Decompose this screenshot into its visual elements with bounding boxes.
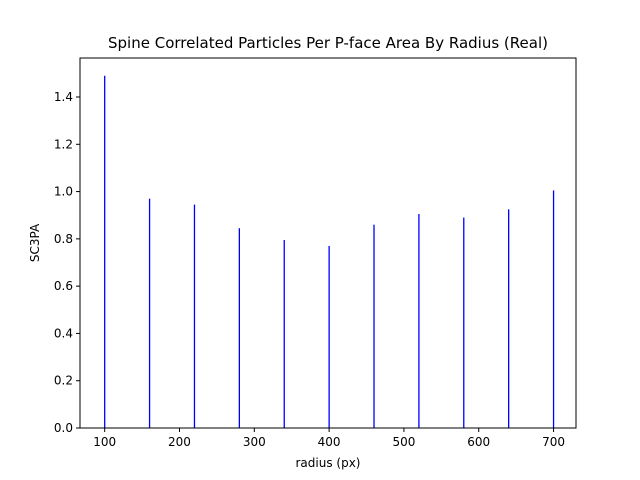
bar-640 (508, 209, 510, 428)
y-tick-label-6: 1.2 (54, 137, 73, 151)
x-tick-label-500: 500 (392, 435, 415, 449)
plot-frame (79, 57, 577, 429)
y-axis-label: SC3PA (28, 223, 42, 262)
bar-400 (328, 245, 330, 428)
x-axis: 100 200 300 400 500 600 700 (93, 428, 565, 449)
x-tick-label-200: 200 (168, 435, 191, 449)
bar-220 (193, 204, 196, 428)
x-tick-label-100: 100 (93, 435, 116, 449)
x-axis-label: radius (px) (296, 456, 361, 470)
chart-title: Spine Correlated Particles Per P-face Ar… (108, 34, 548, 52)
bar-160 (148, 198, 151, 428)
bar-100 (104, 75, 106, 428)
bar-700 (552, 190, 555, 428)
bars (104, 75, 555, 428)
bar-340 (283, 240, 285, 428)
y-tick-label-5: 1.0 (54, 185, 73, 199)
y-axis: 0.0 0.2 0.4 0.6 0.8 1.0 1.2 1.4 (54, 90, 80, 435)
x-tick-label-600: 600 (467, 435, 490, 449)
bar-280 (238, 228, 240, 428)
x-tick-label-300: 300 (243, 435, 266, 449)
bar-460 (373, 224, 375, 428)
y-tick-label-0: 0.0 (54, 421, 73, 435)
y-tick-label-3: 0.6 (54, 279, 73, 293)
y-tick-label-4: 0.8 (54, 232, 73, 246)
bar-520 (418, 214, 420, 428)
y-tick-label-2: 0.4 (54, 326, 73, 340)
x-tick-label-700: 700 (542, 435, 565, 449)
bar-580 (463, 217, 465, 428)
x-tick-label-400: 400 (318, 435, 341, 449)
y-tick-label-7: 1.4 (54, 90, 73, 104)
y-tick-label-1: 0.2 (54, 374, 73, 388)
